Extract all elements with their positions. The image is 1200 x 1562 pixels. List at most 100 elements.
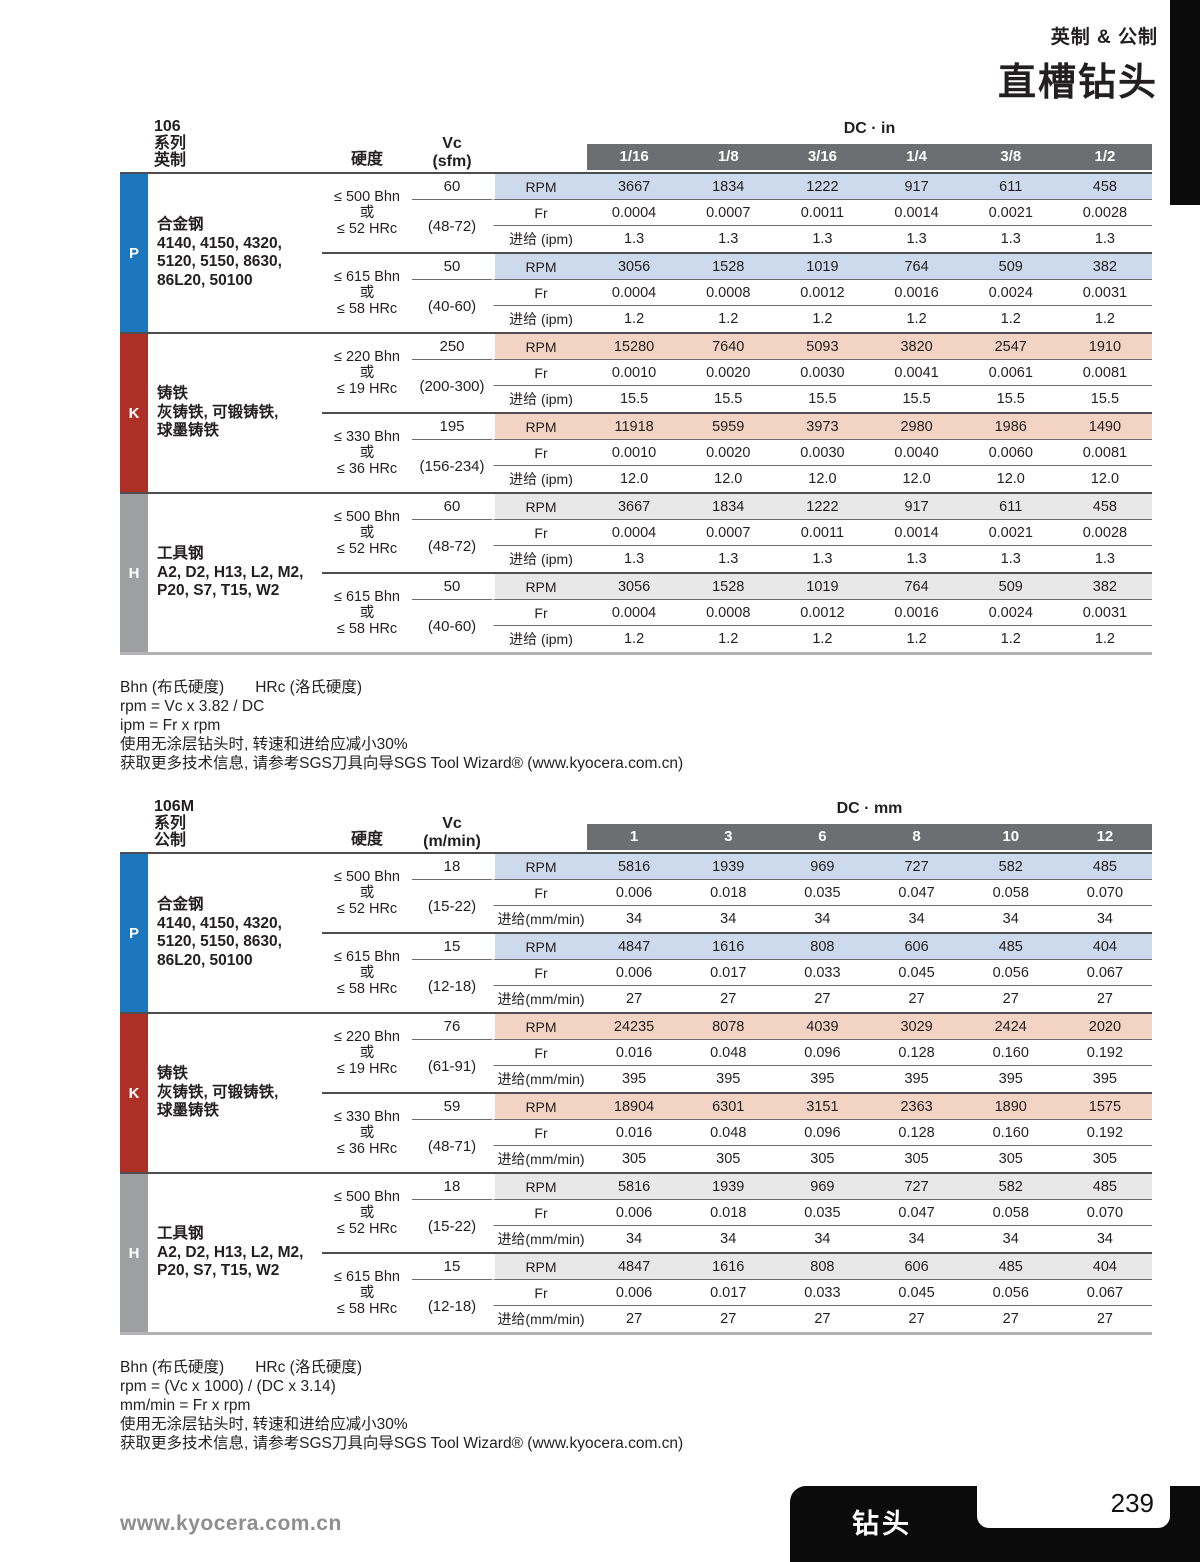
vc-value: 195 bbox=[412, 414, 492, 440]
diameter-header: DC · mm bbox=[836, 800, 903, 817]
hardness-line: 或 bbox=[359, 1205, 375, 1221]
vc-range: (15-22) bbox=[427, 897, 477, 915]
note-line: rpm = Vc x 3.82 / DC bbox=[120, 698, 265, 715]
speed-feed-group: ≤ 615 Bhn 或 ≤ 58 HRc 50 (40-60) RPM 3056 1528 10… bbox=[322, 254, 1152, 332]
material-grades-line: 球墨铸铁 bbox=[157, 1102, 220, 1120]
feed-value: 12.0 bbox=[902, 471, 931, 487]
rpm-value: 5816 bbox=[587, 1174, 682, 1200]
material-grades-line: 4140, 4150, 4320, bbox=[157, 914, 282, 932]
rpm-value: 1528 bbox=[681, 254, 776, 280]
hardness-cell: ≤ 500 Bhn 或 ≤ 52 HRc bbox=[322, 1174, 412, 1252]
rpm-value: 1986 bbox=[963, 414, 1058, 440]
footer-website: www.kyocera.com.cn bbox=[120, 1512, 342, 1535]
feed-value: 27 bbox=[626, 991, 643, 1007]
rpm-value: 1939 bbox=[681, 854, 776, 880]
hardness-cell: ≤ 330 Bhn 或 ≤ 36 HRc bbox=[322, 1094, 412, 1172]
fr-value: 0.035 bbox=[775, 880, 870, 906]
fr-value: 0.0008 bbox=[681, 280, 776, 306]
vc-value: 76 bbox=[412, 1014, 492, 1040]
fr-value: 0.0081 bbox=[1057, 360, 1152, 386]
page-title: 直槽钻头 bbox=[997, 62, 1158, 104]
material-cell: 铸铁 灰铸铁, 可锻铸铁, 球墨铸铁 bbox=[148, 334, 322, 492]
fr-value: 0.058 bbox=[963, 880, 1058, 906]
feed-row-label: 进给 (ipm) bbox=[492, 226, 587, 252]
fr-value: 0.018 bbox=[681, 1200, 776, 1226]
speed-feed-group: ≤ 330 Bhn 或 ≤ 36 HRc 59 (48-71) RPM 18904 6301 3… bbox=[322, 1094, 1152, 1172]
series-line: 系列 bbox=[154, 815, 187, 832]
vc-cell: 195 (156-234) bbox=[412, 414, 492, 492]
fr-value: 0.0012 bbox=[775, 280, 870, 306]
feed-value: 1.2 bbox=[906, 311, 927, 327]
feed-value: 12.0 bbox=[996, 471, 1025, 487]
material-cell: 工具钢 A2, D2, H13, L2, M2, P20, S7, T15, W2 bbox=[148, 1174, 322, 1332]
vc-unit: (sfm) bbox=[432, 153, 472, 170]
rpm-value: 404 bbox=[1057, 1254, 1152, 1280]
vc-unit: (m/min) bbox=[423, 833, 481, 850]
material-class-block: K bbox=[120, 1014, 148, 1172]
rpm-value: 611 bbox=[963, 494, 1058, 520]
fr-value: 0.160 bbox=[963, 1040, 1058, 1066]
hardness-line: 或 bbox=[359, 525, 375, 541]
hardness-line: 或 bbox=[359, 365, 375, 381]
hardness-groups: ≤ 500 Bhn 或 ≤ 52 HRc 18 (15-22) RPM 5816 1939 96… bbox=[322, 1174, 1152, 1332]
fr-value: 0.128 bbox=[869, 1040, 964, 1066]
feed-value: 12.0 bbox=[1090, 471, 1120, 487]
rpm-value: 509 bbox=[963, 574, 1058, 600]
hardness-line: 或 bbox=[359, 965, 375, 981]
hardness-line: 或 bbox=[359, 205, 375, 221]
feed-value: 395 bbox=[716, 1071, 741, 1087]
fr-value: 0.006 bbox=[587, 960, 682, 986]
rpm-value: 15280 bbox=[587, 334, 682, 360]
material-grades-line: 灰铸铁, 可锻铸铁, bbox=[157, 1083, 279, 1101]
material-grades-line: P20, S7, T15, W2 bbox=[157, 1262, 280, 1280]
feed-row-label: 进给(mm/min) bbox=[492, 1226, 587, 1252]
fr-value: 0.070 bbox=[1057, 1200, 1152, 1226]
page-header: 英制 & 公制 直槽钻头 bbox=[998, 22, 1158, 106]
feed-value: 1.3 bbox=[1094, 231, 1115, 247]
table-header: 106M 系列 公制 硬度 Vc (m/min) DC · mm 1 3 6 8 10 12 bbox=[120, 798, 1152, 852]
hardness-line: ≤ 36 HRc bbox=[336, 1141, 398, 1157]
fr-value: 0.0041 bbox=[869, 360, 964, 386]
vc-label: Vc bbox=[442, 135, 462, 152]
fr-value: 0.070 bbox=[1057, 880, 1152, 906]
rpm-value: 485 bbox=[963, 1254, 1058, 1280]
material-grades-line: 5120, 5150, 8630, bbox=[157, 253, 282, 270]
feed-value: 34 bbox=[908, 1231, 925, 1247]
hardness-cell: ≤ 500 Bhn 或 ≤ 52 HRc bbox=[322, 174, 412, 252]
size-header-cell: 1/8 bbox=[717, 148, 739, 165]
feed-row-label: 进给 (ipm) bbox=[492, 306, 587, 332]
table-body: P 合金钢 4140, 4150, 4320, 5120, 5150, 8630, 86… bbox=[120, 852, 1152, 1335]
speed-feed-group: ≤ 615 Bhn 或 ≤ 58 HRc 50 (40-60) RPM 3056 1528 10… bbox=[322, 574, 1152, 652]
feed-value: 1.3 bbox=[623, 231, 645, 247]
material-grades-line: 86L20, 50100 bbox=[157, 271, 253, 289]
fr-value: 0.192 bbox=[1057, 1120, 1152, 1146]
feed-value: 1.3 bbox=[1000, 551, 1021, 567]
size-header-cell: 1 bbox=[629, 828, 639, 845]
rpm-value: 808 bbox=[775, 934, 870, 960]
feed-value: 27 bbox=[1002, 991, 1019, 1007]
feed-value: 34 bbox=[814, 911, 831, 927]
feed-value: 1.3 bbox=[906, 231, 927, 247]
fr-row-label: Fr bbox=[492, 600, 587, 626]
rpm-row-label: RPM bbox=[492, 174, 587, 200]
rpm-value: 5959 bbox=[681, 414, 776, 440]
material-class-block: P bbox=[120, 854, 148, 1012]
feed-value: 12.0 bbox=[619, 471, 649, 487]
rpm-value: 1222 bbox=[775, 494, 870, 520]
footer-tab-label: 钻头 bbox=[852, 1509, 912, 1539]
header-subtitle: 英制 & 公制 bbox=[1050, 27, 1158, 48]
hardness-groups: ≤ 500 Bhn 或 ≤ 52 HRc 60 (48-72) RPM 3667 1834 12… bbox=[322, 494, 1152, 652]
size-header-cell: 1/4 bbox=[906, 148, 928, 165]
feed-value: 1.2 bbox=[623, 631, 645, 647]
material-title: 工具钢 bbox=[157, 545, 204, 563]
vc-cell: 15 (12-18) bbox=[412, 934, 492, 1012]
hardness-line: ≤ 220 Bhn bbox=[333, 349, 400, 365]
size-header-cell: 8 bbox=[912, 828, 921, 845]
size-header-cell: 6 bbox=[818, 828, 827, 845]
feed-value: 34 bbox=[814, 1231, 831, 1247]
note-line: 使用无涂层钻头时, 转速和进给应减小30% bbox=[120, 736, 408, 753]
rpm-value: 1616 bbox=[681, 934, 776, 960]
fr-row-label: Fr bbox=[492, 1040, 587, 1066]
feed-value: 12.0 bbox=[808, 471, 837, 487]
